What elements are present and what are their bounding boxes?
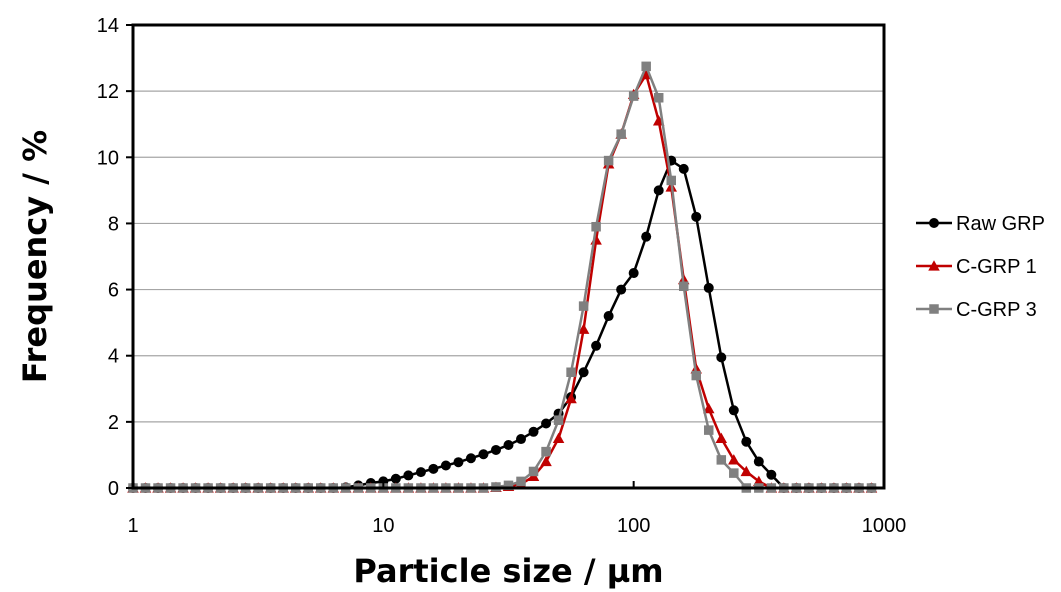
data-point [577,323,590,334]
series-line [133,73,872,490]
tick-layer: 0 2 4 6 8 10 12 14 1 10 100 1000 [97,15,907,537]
data-point [465,453,476,464]
series-layer [127,61,878,493]
data-point [516,434,527,445]
data-point [552,432,565,443]
data-point [478,449,489,460]
data-point [528,466,539,477]
y-tick-label-12: 12 [97,81,119,103]
series-line [133,159,872,490]
legend-item-2: C-GRP 3 [916,299,1037,321]
legend-item-0: Raw GRP [916,213,1045,235]
plot-frame [131,23,886,490]
legend-marker [929,304,939,314]
series-c-grp-1 [127,68,878,493]
data-point [390,473,401,484]
data-point [716,352,727,363]
data-point [603,311,614,322]
data-point [403,470,414,481]
legend: Raw GRP C-GRP 1 C-GRP 3 [916,213,1045,321]
data-point [415,467,426,478]
x-tick-label-10: 10 [372,515,394,537]
data-point [578,301,589,311]
data-point [666,175,677,186]
data-point [766,469,777,480]
data-point [616,129,626,139]
x-tick-label-100: 100 [617,515,650,537]
data-point [716,455,727,465]
legend-label: Raw GRP [956,213,1045,235]
series-c-grp-3 [128,61,877,493]
data-point [440,460,451,471]
data-point [541,446,551,457]
data-point [541,418,552,429]
series-line [133,65,872,490]
data-point [428,463,439,474]
data-point [516,476,526,487]
data-point [704,425,714,435]
y-tick-label-6: 6 [108,280,119,302]
data-point [740,465,753,477]
data-point [715,432,728,443]
legend-item-1: C-GRP 1 [916,256,1037,278]
data-point [453,457,464,468]
data-point [678,281,689,292]
data-point [528,426,539,437]
x-axis-title: Particle size / µm [353,552,663,590]
y-axis-title: Frequency / % [16,130,54,383]
data-point [503,440,514,451]
data-point [703,282,714,293]
data-point [641,61,651,72]
data-point [503,480,514,491]
data-point [703,402,715,414]
y-tick-label-14: 14 [97,15,119,37]
data-point [591,221,601,232]
legend-marker [929,218,939,228]
data-point [578,367,589,378]
x-tick-label-1: 1 [127,515,138,537]
data-point [641,231,652,242]
data-point [628,268,639,279]
data-point [616,284,627,295]
data-point [653,93,664,103]
series-raw-grp [128,155,877,493]
legend-label: C-GRP 3 [956,299,1037,321]
y-tick-label-2: 2 [108,412,119,434]
data-point [678,163,689,174]
data-point [691,211,702,222]
y-tick-label-8: 8 [108,213,119,235]
data-point [729,468,739,478]
y-tick-label-10: 10 [97,147,119,169]
data-point [728,405,739,416]
data-point [753,456,764,467]
legend-label: C-GRP 1 [956,256,1037,278]
data-point [565,392,577,404]
data-point [553,415,564,425]
data-point [691,370,701,381]
data-point [653,185,664,196]
data-point [490,444,501,455]
data-point [741,436,752,447]
gridlines [133,90,884,423]
y-tick-label-4: 4 [108,346,119,368]
x-tick-label-1000: 1000 [862,515,907,537]
data-point [603,155,614,166]
legend-marker [928,260,940,271]
y-tick-label-0: 0 [108,478,119,500]
data-point [590,234,602,245]
data-point [566,367,576,377]
data-point [591,340,602,351]
data-point [728,454,740,465]
data-point [628,91,639,101]
data-point [540,455,552,467]
